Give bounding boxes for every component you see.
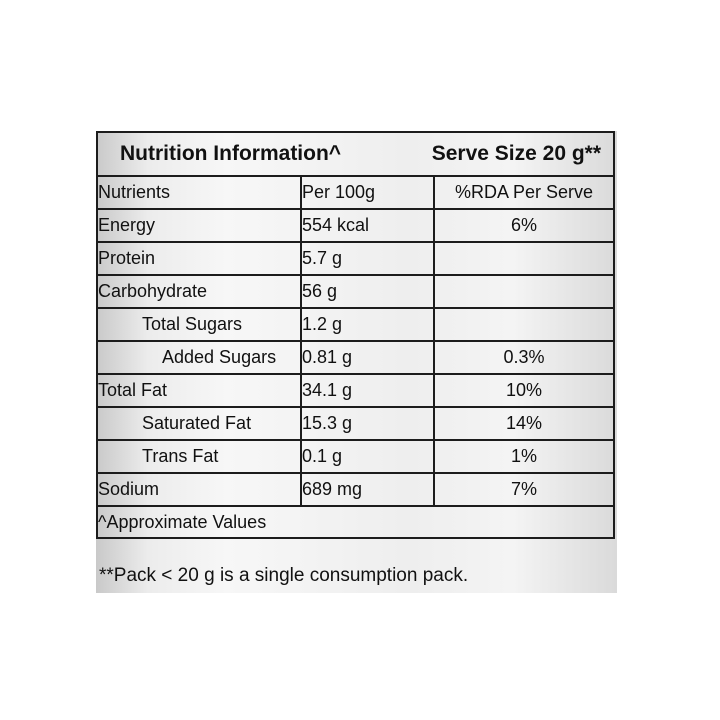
nutrient-name: Carbohydrate [96,274,302,309]
table-title: Nutrition Information^ [120,142,342,165]
nutrient-per-100g: 689 mg [300,472,435,507]
nutrition-table: Nutrition Information^ Serve Size 20 g**… [95,131,616,539]
nutrient-name: Total Sugars [96,307,302,342]
table-row: Energy 554 kcal 6% [96,208,616,243]
table-row: Added Sugars 0.81 g 0.3% [96,340,616,375]
nutrient-per-100g: 56 g [300,274,435,309]
nutrient-per-100g: 1.2 g [300,307,435,342]
table-row: Sodium 689 mg 7% [96,472,616,507]
approximate-values-note: ^Approximate Values [95,505,616,539]
table-row: Trans Fat 0.1 g 1% [96,439,616,474]
footer-row: ^Approximate Values [95,505,616,539]
nutrient-per-100g: 0.1 g [300,439,435,474]
header-nutrients: Nutrients [96,175,302,210]
table-row: Protein 5.7 g [96,241,616,276]
table-row: Saturated Fat 15.3 g 14% [96,406,616,441]
nutrient-rda: 10% [432,373,616,408]
nutrient-per-100g: 0.81 g [300,340,435,375]
nutrient-rda [432,274,616,309]
nutrient-rda [432,241,616,276]
nutrient-per-100g: 5.7 g [300,241,435,276]
nutrient-per-100g: 34.1 g [300,373,435,408]
serve-size: Serve Size 20 g** [431,142,602,165]
nutrient-rda: 6% [432,208,616,243]
nutrient-name: Sodium [96,472,302,507]
header-per-100g: Per 100g [300,175,435,210]
table-row: Total Sugars 1.2 g [96,307,616,342]
nutrient-rda [432,307,616,342]
nutrient-per-100g: 15.3 g [300,406,435,441]
nutrient-rda: 0.3% [432,340,616,375]
nutrient-name: Added Sugars [96,340,302,375]
nutrient-rda: 14% [432,406,616,441]
nutrient-name: Saturated Fat [96,406,302,441]
nutrient-name: Protein [96,241,302,276]
header-rda: %RDA Per Serve [432,175,616,210]
nutrient-name: Trans Fat [96,439,302,474]
table-row: Carbohydrate 56 g [96,274,616,309]
table-title-row: Nutrition Information^ Serve Size 20 g** [95,131,616,177]
pack-note: **Pack < 20 g is a single consumption pa… [99,565,469,586]
nutrient-name: Total Fat [96,373,302,408]
nutrient-per-100g: 554 kcal [300,208,435,243]
nutrient-rda: 7% [432,472,616,507]
nutrient-rda: 1% [432,439,616,474]
nutrient-name: Energy [96,208,302,243]
table-row: Total Fat 34.1 g 10% [96,373,616,408]
header-row: Nutrients Per 100g %RDA Per Serve [96,175,616,210]
